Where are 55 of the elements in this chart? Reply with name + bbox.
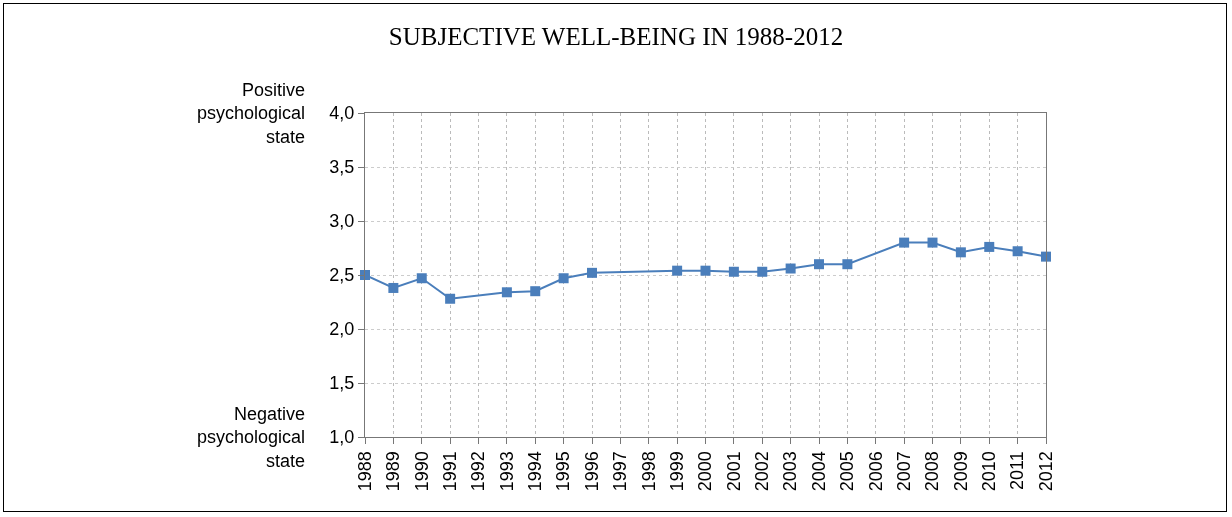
text: Negative psychological state [197, 404, 306, 471]
point [388, 282, 399, 293]
point [927, 237, 938, 248]
x-tick-label: 2002 [752, 451, 773, 492]
x-tick-label: 2008 [922, 451, 943, 492]
y-tick-label: 1,5 [329, 373, 355, 394]
y-tick-label: 2,5 [329, 265, 355, 286]
point [416, 273, 427, 284]
point [728, 266, 739, 277]
x-tick-label: 1989 [383, 451, 404, 492]
point [899, 237, 910, 248]
point [700, 265, 711, 276]
x-tick-label: 2007 [893, 451, 914, 492]
y-tick-label: 2,0 [329, 319, 355, 340]
x-tick-label: 1991 [439, 451, 460, 492]
x-tick-label: 1994 [525, 451, 546, 492]
point [785, 263, 796, 274]
point [672, 265, 683, 276]
point [530, 286, 541, 297]
point [955, 247, 966, 258]
x-tick-label: 1998 [638, 451, 659, 492]
y-tick-label: 4,0 [329, 103, 355, 124]
x-tick-label: 1997 [610, 451, 631, 492]
x-tick-label: 1995 [553, 451, 574, 492]
x-tick-label: 2001 [723, 451, 744, 492]
x-tick-label: 1996 [581, 451, 602, 492]
x-tick-label: 2003 [780, 451, 801, 492]
x-tick-label: 1993 [496, 451, 517, 492]
point [1041, 251, 1051, 262]
x-tick-label: 2011 [1007, 451, 1028, 490]
y-tick-label: 3,5 [329, 157, 355, 178]
x-tick-label: 2009 [950, 451, 971, 492]
point [814, 259, 824, 270]
y-tick-label: 3,0 [329, 211, 355, 232]
y-tick-label: 1,0 [329, 427, 355, 448]
x-tick-label: 1999 [666, 451, 687, 492]
x-tick-label: 1990 [411, 451, 432, 492]
point [587, 267, 597, 278]
x-tick-label: 2012 [1035, 451, 1056, 492]
x-tick-label: 1992 [468, 451, 489, 492]
x-tick-label: 2004 [808, 451, 829, 492]
point [501, 287, 512, 298]
point [757, 266, 768, 277]
point [984, 241, 995, 252]
chart-title: SUBJECTIVE WELL-BEING IN 1988-2012 [388, 22, 844, 50]
x-tick-label: 2006 [865, 451, 886, 492]
x-tick-label: 1988 [354, 451, 375, 492]
point [1012, 246, 1023, 257]
point [842, 259, 853, 270]
x-tick-label: 2010 [979, 451, 1000, 492]
point [445, 293, 456, 304]
point [558, 273, 569, 284]
text: Positive psychological state [197, 80, 306, 147]
x-tick-label: 2005 [837, 451, 858, 492]
x-tick-label: 2000 [695, 451, 716, 492]
